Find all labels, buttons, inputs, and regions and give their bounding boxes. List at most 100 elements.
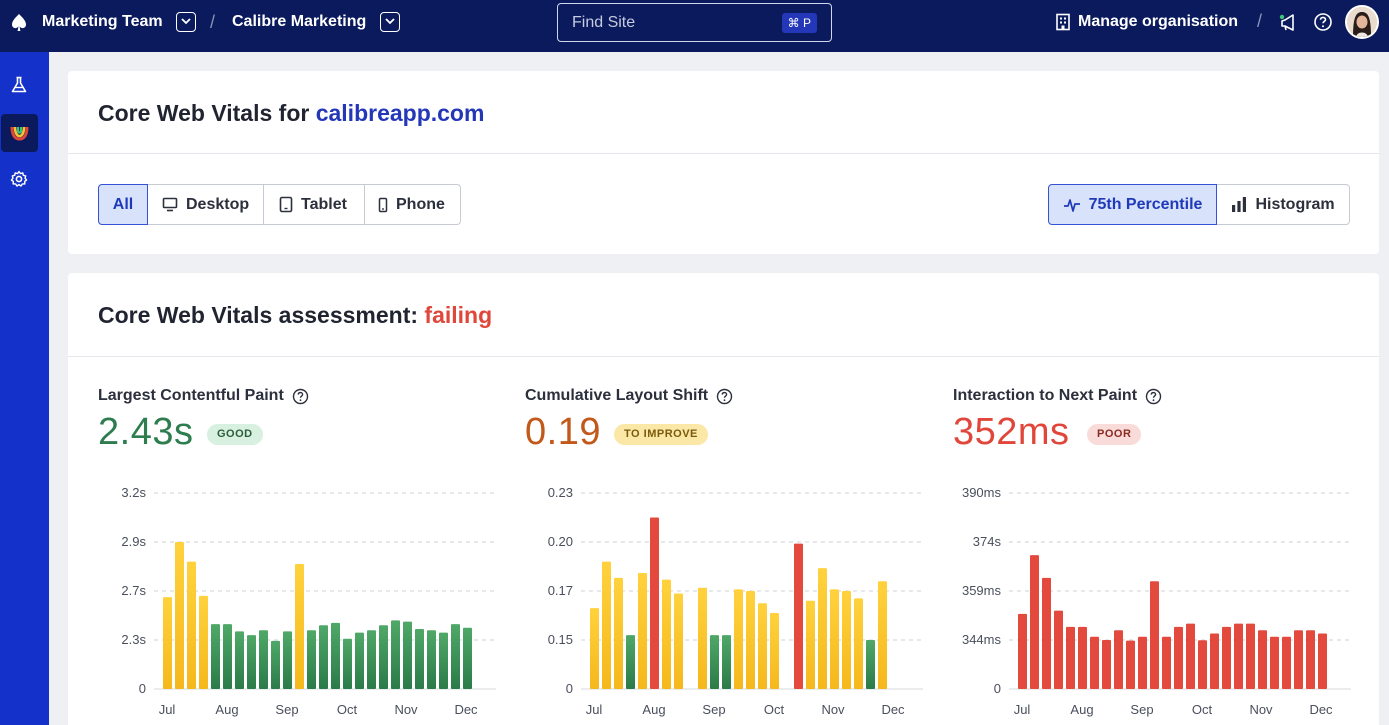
chart-bar[interactable]: [746, 591, 755, 689]
user-avatar[interactable]: [1345, 5, 1379, 39]
chart-bar[interactable]: [1174, 626, 1183, 689]
chart-bar[interactable]: [1198, 640, 1207, 689]
calibre-logo-icon[interactable]: [8, 12, 30, 34]
site-name[interactable]: Calibre Marketing: [232, 13, 367, 30]
chart-bar[interactable]: [343, 638, 352, 689]
chart-bar[interactable]: [259, 630, 268, 689]
chart-bar[interactable]: [1138, 636, 1147, 689]
chart-bar[interactable]: [854, 598, 863, 689]
chart-bar[interactable]: [1186, 623, 1195, 689]
chart-bar[interactable]: [1306, 630, 1315, 689]
chart-bar[interactable]: [638, 573, 647, 689]
chart-bar[interactable]: [662, 579, 671, 689]
chart-bar[interactable]: [1294, 630, 1303, 689]
chart-bar[interactable]: [818, 568, 827, 689]
chart-bar[interactable]: [223, 624, 232, 689]
chart-bar[interactable]: [403, 621, 412, 689]
chart-bar[interactable]: [1030, 555, 1039, 689]
chart-bar[interactable]: [734, 589, 743, 689]
chart-bar[interactable]: [283, 631, 292, 689]
chart-bar[interactable]: [770, 613, 779, 689]
device-tab-all[interactable]: All: [98, 184, 148, 225]
chart-bar[interactable]: [355, 632, 364, 689]
chart-bar[interactable]: [1270, 636, 1279, 689]
chart-bar[interactable]: [794, 543, 803, 689]
help-icon[interactable]: [1313, 12, 1333, 32]
chart-bar[interactable]: [866, 640, 875, 689]
chart-bar[interactable]: [319, 625, 328, 689]
sidebar-item-core-web-vitals[interactable]: [1, 114, 38, 152]
chart-bar[interactable]: [163, 597, 172, 689]
x-tick-label: Nov: [1249, 702, 1273, 717]
chart-bar[interactable]: [650, 517, 659, 690]
chart-bar[interactable]: [878, 581, 887, 689]
find-site-input[interactable]: Find Site ⌘ P: [557, 3, 832, 42]
chart-bar[interactable]: [415, 628, 424, 689]
help-circle-icon[interactable]: [1145, 388, 1162, 405]
chart-bar[interactable]: [1222, 626, 1231, 689]
chart-bar[interactable]: [830, 589, 839, 689]
chart-bar[interactable]: [1258, 630, 1267, 689]
chart-bar[interactable]: [367, 630, 376, 689]
device-tab-desktop[interactable]: Desktop: [147, 184, 264, 225]
site-dropdown-icon[interactable]: [380, 12, 400, 32]
chart-bar[interactable]: [1210, 633, 1219, 689]
chart-bar[interactable]: [758, 603, 767, 689]
sidebar-item-labs[interactable]: [1, 67, 38, 105]
device-tab-phone[interactable]: Phone: [364, 184, 461, 225]
chart-bar[interactable]: [1078, 626, 1087, 689]
chart-bar[interactable]: [1018, 613, 1027, 689]
chart-bar[interactable]: [698, 587, 707, 689]
chart-bar[interactable]: [1114, 630, 1123, 689]
chart-bar[interactable]: [806, 600, 815, 689]
chart-bar[interactable]: [842, 591, 851, 689]
chart-bar[interactable]: [295, 564, 304, 689]
chart-bar[interactable]: [175, 542, 184, 689]
device-tab-tablet[interactable]: Tablet: [263, 184, 365, 225]
chart-bar[interactable]: [391, 620, 400, 689]
view-tab-75th-percentile[interactable]: 75th Percentile: [1048, 184, 1217, 225]
chart-bar[interactable]: [1102, 640, 1111, 689]
sidebar-item-settings[interactable]: [1, 161, 38, 199]
help-circle-icon[interactable]: [716, 388, 733, 405]
chart-bar[interactable]: [1054, 610, 1063, 689]
chart-bar[interactable]: [247, 635, 256, 689]
chart-bar[interactable]: [187, 561, 196, 689]
chart-bar[interactable]: [439, 632, 448, 689]
chart-bar[interactable]: [1042, 577, 1051, 689]
chart-bar[interactable]: [427, 630, 436, 689]
chart-bar[interactable]: [722, 635, 731, 689]
chart-bar[interactable]: [331, 622, 340, 689]
announcements-megaphone-icon[interactable]: [1278, 12, 1300, 32]
chart-bar[interactable]: [1066, 626, 1075, 689]
chart-bar[interactable]: [1246, 623, 1255, 689]
chart-bar[interactable]: [211, 624, 220, 689]
chart-bar[interactable]: [451, 624, 460, 689]
chart-bar[interactable]: [674, 593, 683, 689]
chart-bar[interactable]: [199, 595, 208, 689]
chart-bar[interactable]: [1150, 581, 1159, 689]
chart-bar[interactable]: [1282, 636, 1291, 689]
chart-bar[interactable]: [614, 577, 623, 689]
team-name[interactable]: Marketing Team: [42, 13, 163, 30]
chart-bar[interactable]: [307, 630, 316, 689]
chart-bar[interactable]: [379, 625, 388, 689]
metric-label-text: Cumulative Layout Shift: [525, 387, 709, 404]
chart-bar[interactable]: [1234, 623, 1243, 689]
chart-bar[interactable]: [626, 635, 635, 689]
chart-bar[interactable]: [271, 640, 280, 689]
manage-organisation-link[interactable]: Manage organisation: [1078, 13, 1239, 30]
y-tick-label: 0.20: [548, 534, 573, 549]
team-dropdown-icon[interactable]: [176, 12, 196, 32]
chart-bar[interactable]: [235, 631, 244, 689]
chart-bar[interactable]: [602, 561, 611, 689]
chart-bar[interactable]: [710, 635, 719, 689]
chart-bar[interactable]: [590, 608, 599, 689]
chart-bar[interactable]: [1126, 640, 1135, 689]
chart-bar[interactable]: [1090, 636, 1099, 689]
chart-bar[interactable]: [463, 627, 472, 689]
help-circle-icon[interactable]: [292, 388, 309, 405]
view-tab-histogram[interactable]: Histogram: [1216, 184, 1350, 225]
chart-bar[interactable]: [1318, 633, 1327, 689]
chart-bar[interactable]: [1162, 636, 1171, 689]
